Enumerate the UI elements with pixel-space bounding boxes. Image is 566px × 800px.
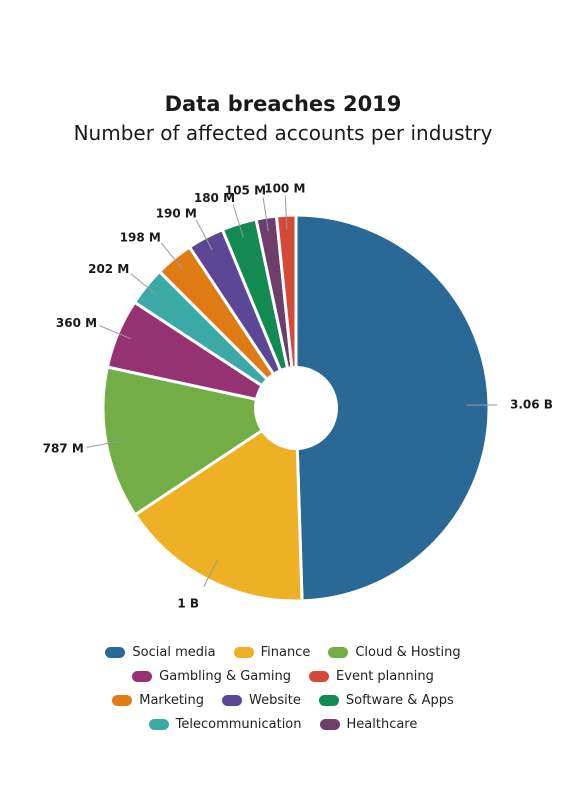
legend-item-cloud-and-hosting: Cloud & Hosting <box>328 644 461 660</box>
leader-line-marketing <box>160 242 184 270</box>
legend-item-event-planning: Event planning <box>309 669 434 684</box>
chart-subtitle: Number of affected accounts per industry <box>73 121 493 145</box>
legend-swatch <box>105 646 126 658</box>
data-label-telecommunication: 202 M <box>88 262 129 276</box>
data-label-event-planning: 100 M <box>264 181 305 195</box>
legend-swatch <box>328 646 349 658</box>
legend-label: Software & Apps <box>345 692 454 708</box>
leader-line-cloud-and-hosting <box>86 440 121 448</box>
legend-item-marketing: Marketing <box>112 693 204 708</box>
leader-line-gambling-and-gaming <box>99 325 132 340</box>
data-label-software-and-apps: 180 M <box>194 191 235 205</box>
legend-item-telecommunication: Telecommunication <box>148 716 302 732</box>
legend-label: Website <box>249 692 301 708</box>
legend-item-software-and-apps: Software & Apps <box>318 692 454 708</box>
legend-swatch <box>222 694 243 706</box>
legend-row: Social media Finance Cloud & Hosting <box>0 640 566 664</box>
legend-label: Cloud & Hosting <box>355 644 461 660</box>
legend-row: Telecommunication Healthcare <box>0 712 566 736</box>
legend-item-social-media: Social media <box>105 644 216 660</box>
legend-label: Social media <box>132 644 216 660</box>
data-label-marketing: 198 M <box>120 231 161 245</box>
data-label-healthcare: 105 M <box>225 184 266 198</box>
leader-line-telecommunication <box>130 273 158 296</box>
legend-swatch <box>309 670 330 682</box>
leader-line-finance <box>203 559 218 587</box>
legend-item-healthcare: Healthcare <box>319 716 418 732</box>
legend-label: Telecommunication <box>175 716 302 732</box>
legend-swatch <box>148 718 169 730</box>
leader-line-software-and-apps <box>232 204 244 238</box>
legend-label: Finance <box>260 644 311 660</box>
legend-swatch <box>132 670 153 682</box>
legend-item-website: Website <box>222 693 301 708</box>
chart-legend: Social media Finance Cloud & Hosting Gambli… <box>0 640 566 736</box>
legend-swatch <box>318 694 339 706</box>
legend-swatch <box>112 694 133 706</box>
legend-label: Marketing <box>139 692 205 708</box>
legend-label: Event planning <box>336 668 434 684</box>
legend-swatch <box>319 718 340 730</box>
leader-line-healthcare <box>262 197 269 232</box>
legend-row: Gambling & Gaming Event planning <box>0 664 566 688</box>
legend-label: Gambling & Gaming <box>159 668 292 684</box>
legend-label: Healthcare <box>346 716 418 732</box>
data-label-social-media: 3.06 B <box>510 398 553 412</box>
data-label-finance: 1 B <box>177 596 199 610</box>
legend-row: Marketing Website Software & Apps <box>0 688 566 712</box>
legend-item-gambling-and-gaming: Gambling & Gaming <box>132 669 291 684</box>
leader-line-website <box>195 219 213 251</box>
legend-swatch <box>233 646 254 658</box>
data-label-gambling-and-gaming: 360 M <box>56 316 97 330</box>
chart-title: Data breaches 2019 <box>164 92 402 116</box>
donut-hole <box>254 366 338 450</box>
legend-item-finance: Finance <box>233 644 311 660</box>
leader-line-event-planning <box>284 195 288 230</box>
data-label-cloud-and-hosting: 787 M <box>43 442 84 456</box>
data-label-website: 190 M <box>156 207 197 221</box>
